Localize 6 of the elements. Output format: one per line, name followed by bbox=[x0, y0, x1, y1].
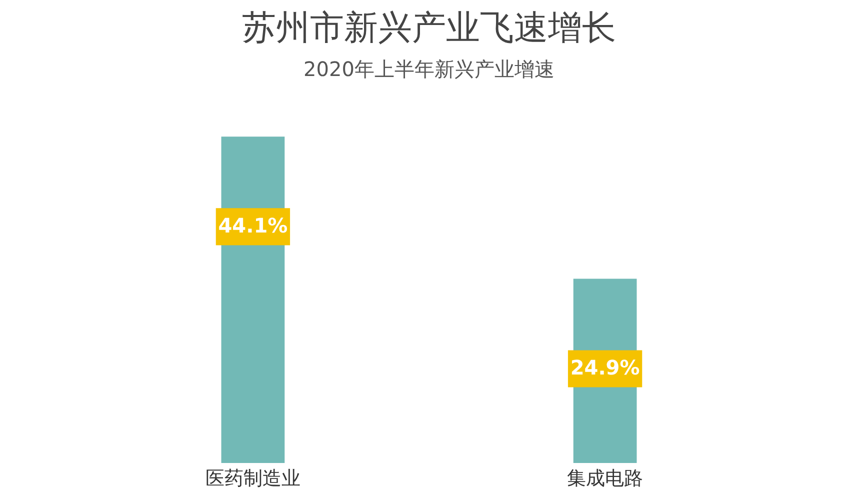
x-tick-label: 集成电路 bbox=[567, 468, 644, 490]
chart-title: 苏州市新兴产业飞速增长 bbox=[242, 8, 616, 48]
x-tick-label: 医药制造业 bbox=[205, 468, 300, 490]
data-label: 24.9% bbox=[570, 356, 640, 380]
data-label: 44.1% bbox=[218, 214, 288, 238]
chart-subtitle: 2020年上半年新兴产业增速 bbox=[304, 57, 554, 81]
